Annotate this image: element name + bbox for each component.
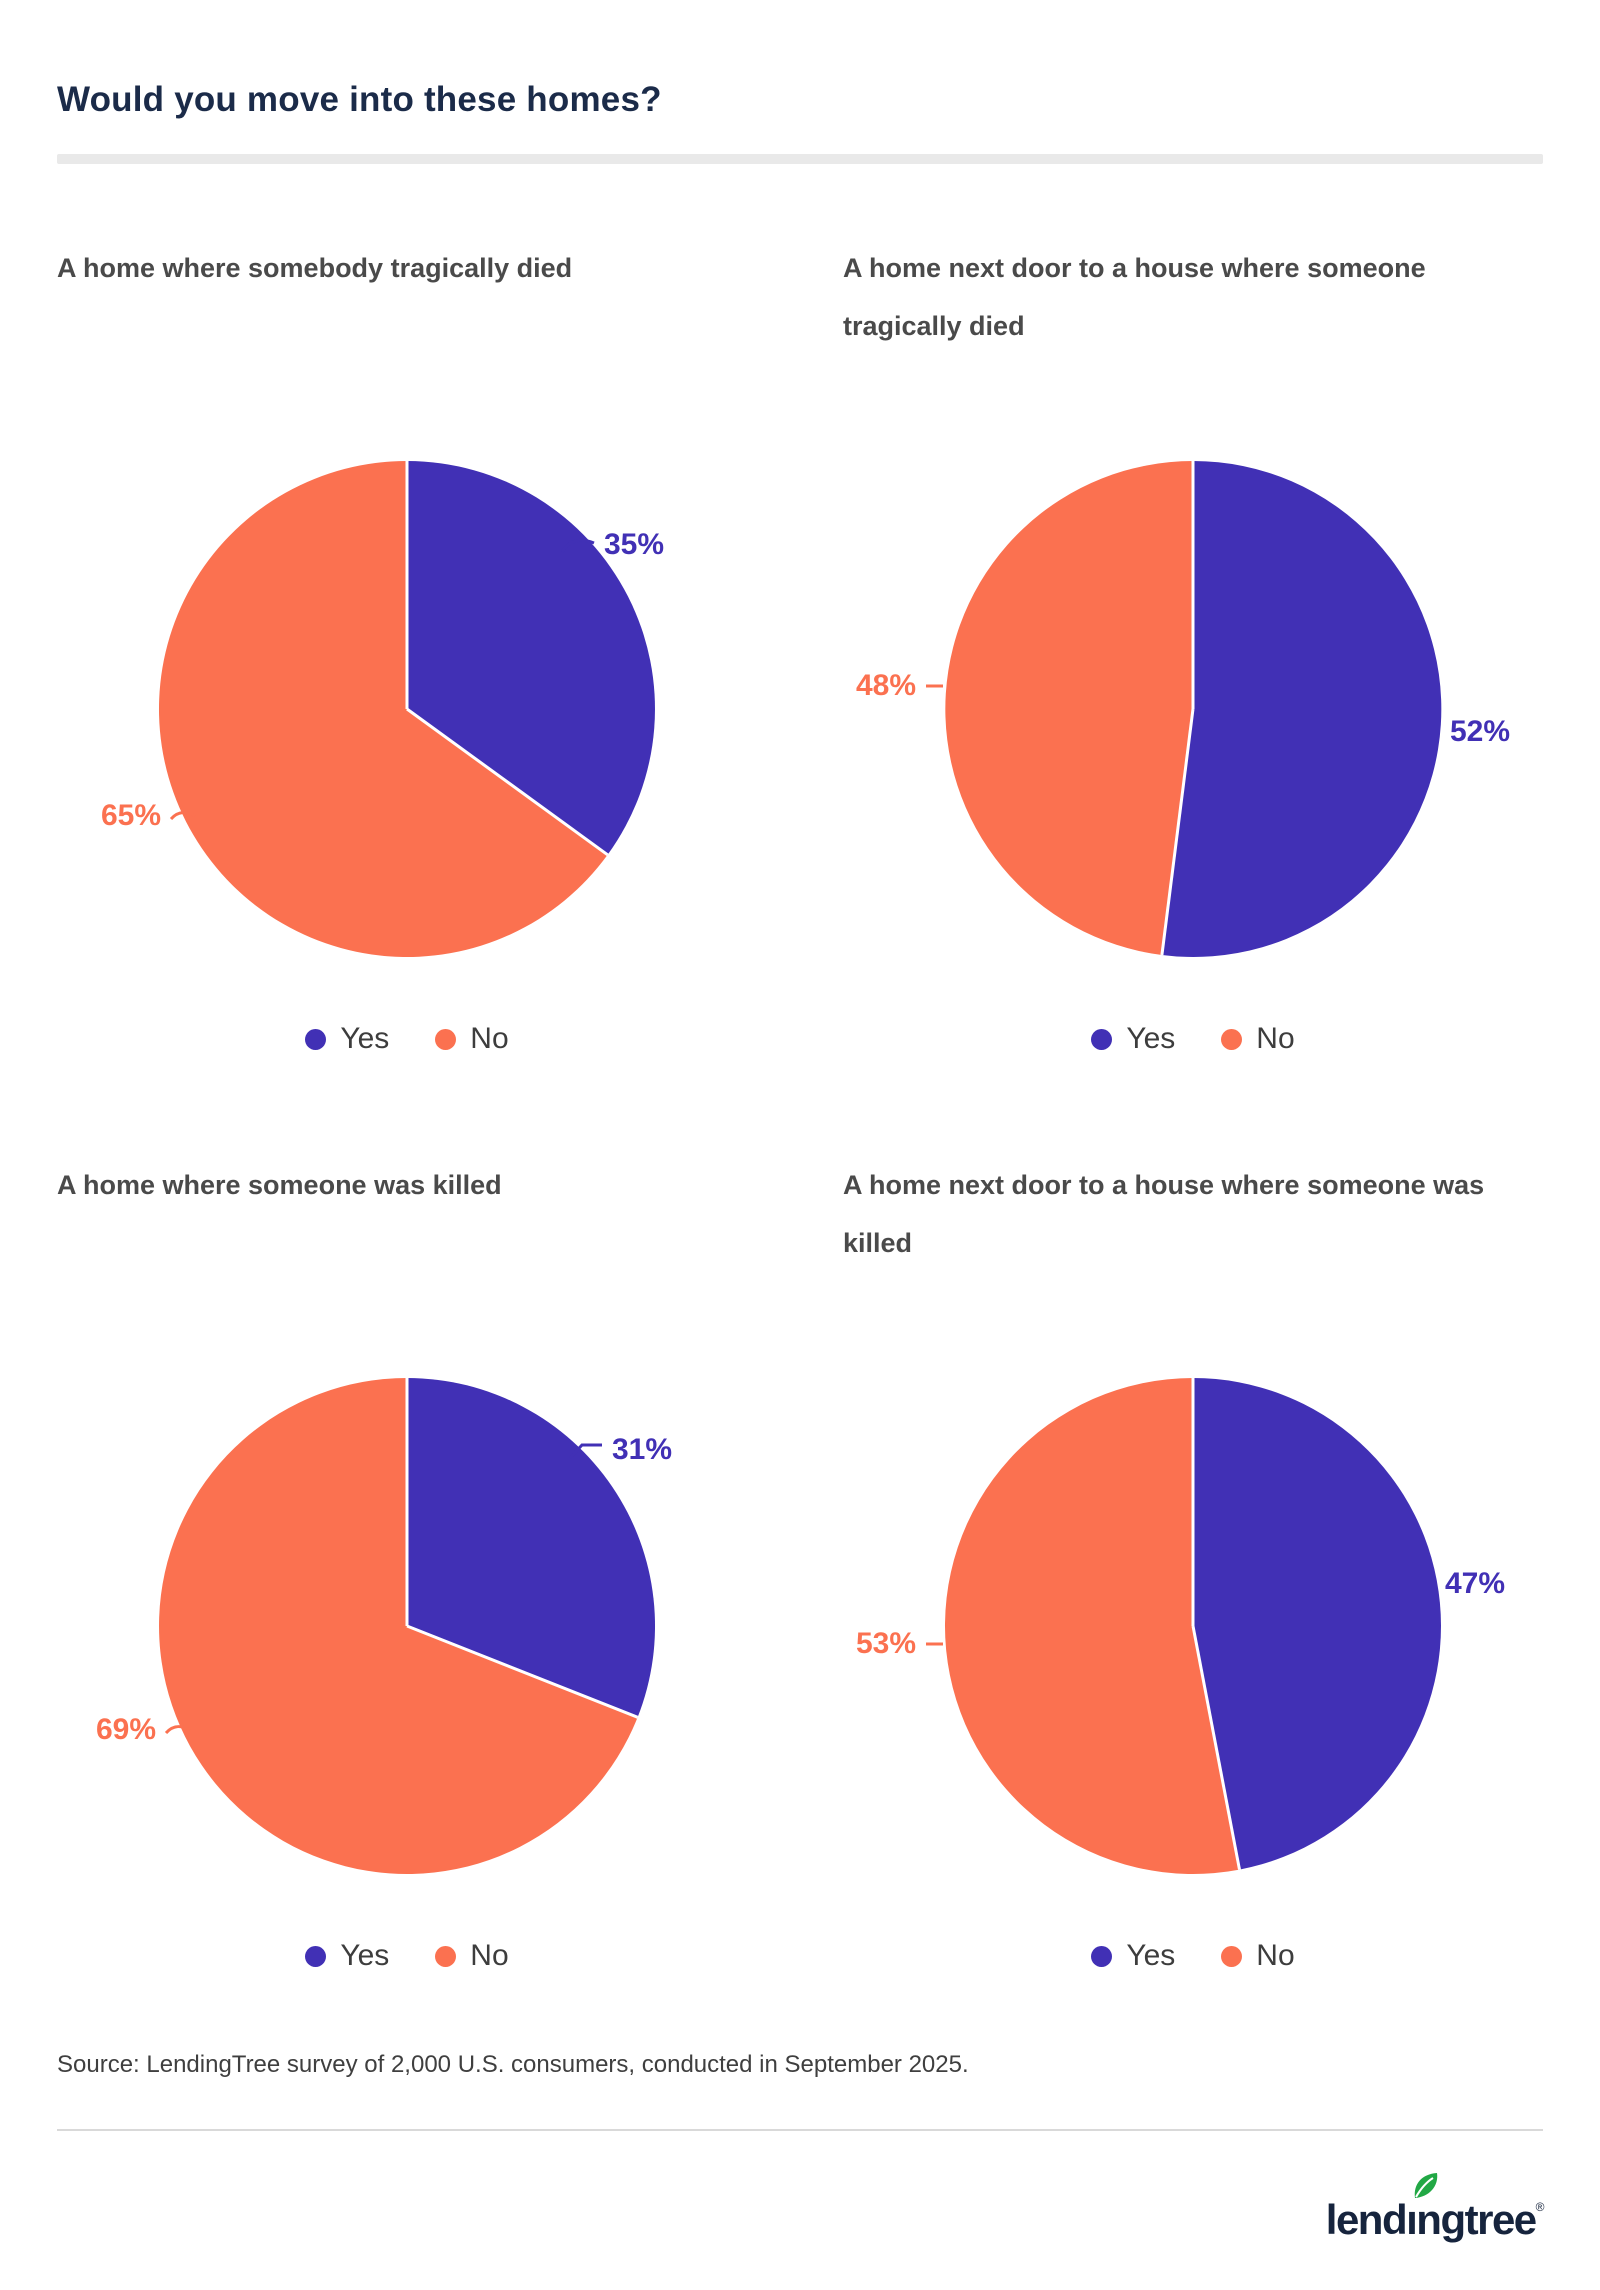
no-dot-icon [435,1028,457,1050]
legend: Yes No [57,1022,757,1056]
leaf-icon [1414,2173,1438,2198]
leader-line-icon [1422,730,1439,734]
chart-title: A home next door to a house where someon… [843,1170,1485,1259]
no-dot-icon [435,1945,457,1967]
legend: Yes No [843,1939,1543,1973]
legend-label: No [1256,1939,1295,1972]
leader-line-icon [569,1443,602,1460]
page-title: Would you move into these homes? [57,80,662,119]
legend-label: Yes [340,1022,390,1055]
pct-label-yes: 47% [1416,1567,1505,1601]
chart-card-next-door-killed: A home next door to a house where someon… [843,1156,1543,1973]
leader-line-icon [170,811,196,821]
logo-text: lendıngtree® [1325,2196,1545,2243]
legend-item-yes: Yes [1091,1939,1175,1973]
pie-svg [159,1378,656,1874]
legend-item-yes: Yes [305,1022,389,1056]
pct-value: 48% [856,669,917,702]
legend-item-yes: Yes [1091,1022,1175,1056]
legend-item-no: No [435,1939,509,1973]
leader-line-icon [561,538,595,553]
charts-grid: A home where somebody tragically died 35… [57,239,1543,1973]
legend: Yes No [843,1022,1543,1056]
title-divider [57,154,1543,164]
pct-label-no: 65% [101,799,196,833]
pct-value: 52% [1450,715,1511,748]
legend-label: No [470,1022,509,1055]
pie-svg [944,1378,1441,1874]
source-note: Source: LendingTree survey of 2,000 U.S.… [57,2051,969,2078]
pct-label-yes: 35% [561,528,664,562]
pie-chart: 35% 65% [57,454,757,964]
pie-svg [945,460,1442,957]
yes-dot-icon [1091,1028,1113,1050]
chart-title: A home where someone was killed [57,1170,502,1200]
pie-svg [158,461,655,957]
pct-label-no: 69% [96,1713,191,1747]
pct-value: 31% [612,1433,673,1466]
legend-label: Yes [1126,1022,1176,1055]
legend-label: Yes [340,1939,390,1972]
pct-label-no: 53% [856,1627,945,1661]
legend-item-yes: Yes [305,1939,389,1973]
yes-dot-icon [305,1945,327,1967]
pct-label-no: 48% [856,669,945,703]
footer-divider [57,2129,1543,2131]
leader-line-icon [1417,1582,1434,1586]
leader-line-icon [165,1725,191,1735]
pct-value: 65% [101,799,162,832]
pct-value: 35% [604,528,665,561]
pie-chart: 52% 48% [843,454,1543,964]
legend-label: No [1256,1022,1295,1055]
pct-value: 69% [96,1713,157,1746]
lendingtree-logo: lendıngtree® [1325,2173,1545,2243]
legend-item-no: No [1221,1939,1295,1973]
yes-dot-icon [1091,1945,1113,1967]
chart-card-tragically-died: A home where somebody tragically died 35… [57,239,757,1056]
pct-value: 53% [856,1627,917,1660]
pct-label-yes: 31% [569,1433,672,1467]
legend: Yes No [57,1939,757,1973]
yes-dot-icon [305,1028,327,1050]
legend-label: No [470,1939,509,1972]
chart-title: A home next door to a house where someon… [843,253,1426,342]
leader-line-icon [926,1642,944,1646]
legend-item-no: No [435,1022,509,1056]
legend-item-no: No [1221,1022,1295,1056]
chart-card-next-door-died: A home next door to a house where someon… [843,239,1543,1056]
logo-row: lendıngtree® [57,2173,1545,2243]
pie-chart: 31% 69% [57,1371,757,1881]
no-dot-icon [1221,1028,1243,1050]
chart-title: A home where somebody tragically died [57,253,573,283]
pie-chart: 47% 53% [843,1371,1543,1881]
registered-mark: ® [1535,2200,1545,2214]
legend-label: Yes [1126,1939,1176,1972]
chart-card-someone-killed: A home where someone was killed 31% 69% [57,1156,757,1973]
leader-line-icon [926,684,944,688]
no-dot-icon [1221,1945,1243,1967]
pct-value: 47% [1445,1567,1506,1600]
pct-label-yes: 52% [1421,715,1510,749]
